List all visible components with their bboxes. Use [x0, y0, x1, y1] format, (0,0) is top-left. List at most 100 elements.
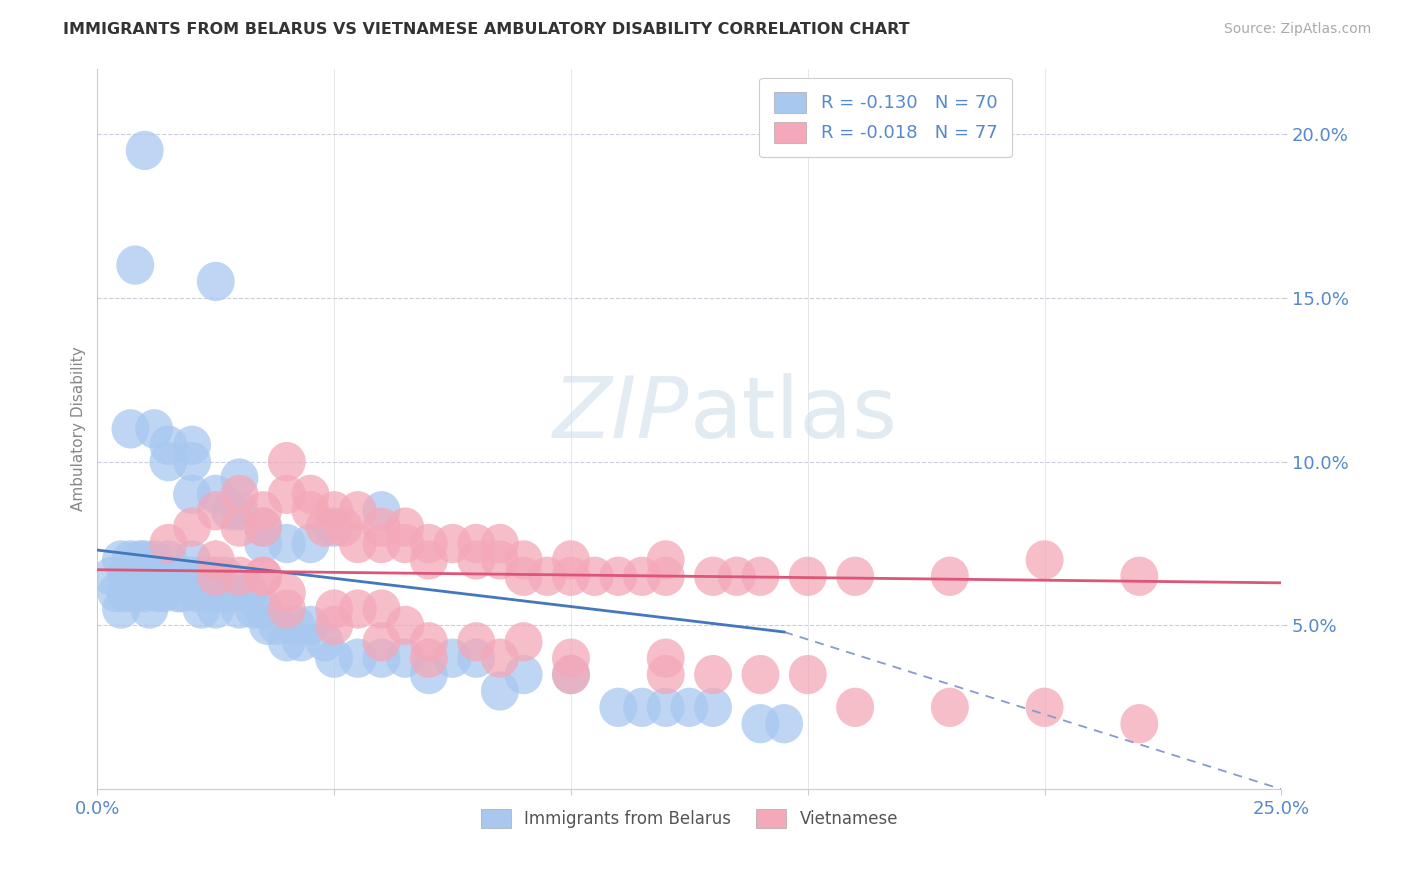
- Ellipse shape: [457, 622, 495, 662]
- Ellipse shape: [125, 131, 163, 170]
- Ellipse shape: [553, 639, 591, 678]
- Ellipse shape: [1025, 541, 1063, 580]
- Ellipse shape: [647, 541, 685, 580]
- Ellipse shape: [671, 688, 709, 727]
- Ellipse shape: [481, 639, 519, 678]
- Ellipse shape: [433, 639, 471, 678]
- Ellipse shape: [125, 573, 163, 612]
- Ellipse shape: [411, 541, 449, 580]
- Ellipse shape: [221, 557, 259, 596]
- Ellipse shape: [315, 606, 353, 645]
- Ellipse shape: [245, 508, 283, 547]
- Ellipse shape: [97, 573, 135, 612]
- Ellipse shape: [411, 622, 449, 662]
- Ellipse shape: [1025, 688, 1063, 727]
- Ellipse shape: [121, 557, 159, 596]
- Ellipse shape: [125, 541, 163, 580]
- Ellipse shape: [163, 557, 201, 596]
- Ellipse shape: [259, 606, 297, 645]
- Ellipse shape: [117, 573, 155, 612]
- Ellipse shape: [269, 524, 305, 563]
- Text: Source: ZipAtlas.com: Source: ZipAtlas.com: [1223, 22, 1371, 37]
- Ellipse shape: [837, 557, 875, 596]
- Ellipse shape: [221, 508, 259, 547]
- Ellipse shape: [121, 541, 159, 580]
- Ellipse shape: [135, 409, 173, 449]
- Ellipse shape: [269, 442, 305, 482]
- Ellipse shape: [741, 704, 779, 743]
- Ellipse shape: [149, 524, 187, 563]
- Ellipse shape: [315, 639, 353, 678]
- Ellipse shape: [305, 508, 343, 547]
- Ellipse shape: [718, 557, 755, 596]
- Ellipse shape: [481, 524, 519, 563]
- Ellipse shape: [315, 590, 353, 629]
- Ellipse shape: [149, 442, 187, 482]
- Ellipse shape: [111, 557, 149, 596]
- Ellipse shape: [197, 491, 235, 531]
- Ellipse shape: [103, 541, 141, 580]
- Ellipse shape: [623, 688, 661, 727]
- Ellipse shape: [111, 541, 149, 580]
- Ellipse shape: [235, 590, 273, 629]
- Text: atlas: atlas: [689, 373, 897, 456]
- Ellipse shape: [141, 557, 179, 596]
- Ellipse shape: [145, 557, 183, 596]
- Ellipse shape: [269, 622, 305, 662]
- Ellipse shape: [457, 524, 495, 563]
- Ellipse shape: [339, 491, 377, 531]
- Ellipse shape: [695, 655, 733, 694]
- Ellipse shape: [789, 557, 827, 596]
- Ellipse shape: [647, 688, 685, 727]
- Ellipse shape: [141, 573, 179, 612]
- Ellipse shape: [505, 622, 543, 662]
- Ellipse shape: [387, 639, 425, 678]
- Ellipse shape: [457, 639, 495, 678]
- Ellipse shape: [387, 508, 425, 547]
- Ellipse shape: [269, 590, 305, 629]
- Ellipse shape: [695, 688, 733, 727]
- Ellipse shape: [211, 573, 249, 612]
- Ellipse shape: [315, 491, 353, 531]
- Ellipse shape: [197, 475, 235, 514]
- Ellipse shape: [269, 573, 305, 612]
- Ellipse shape: [193, 573, 231, 612]
- Ellipse shape: [197, 590, 235, 629]
- Ellipse shape: [647, 639, 685, 678]
- Ellipse shape: [363, 639, 401, 678]
- Ellipse shape: [291, 606, 329, 645]
- Ellipse shape: [291, 524, 329, 563]
- Ellipse shape: [741, 655, 779, 694]
- Ellipse shape: [135, 541, 173, 580]
- Ellipse shape: [789, 655, 827, 694]
- Ellipse shape: [647, 655, 685, 694]
- Ellipse shape: [1121, 557, 1159, 596]
- Ellipse shape: [245, 491, 283, 531]
- Ellipse shape: [231, 573, 269, 612]
- Ellipse shape: [291, 491, 329, 531]
- Ellipse shape: [339, 590, 377, 629]
- Ellipse shape: [931, 688, 969, 727]
- Ellipse shape: [173, 508, 211, 547]
- Ellipse shape: [457, 541, 495, 580]
- Ellipse shape: [103, 590, 141, 629]
- Ellipse shape: [339, 524, 377, 563]
- Ellipse shape: [135, 557, 173, 596]
- Ellipse shape: [305, 622, 343, 662]
- Ellipse shape: [117, 245, 155, 285]
- Ellipse shape: [529, 557, 567, 596]
- Ellipse shape: [765, 704, 803, 743]
- Ellipse shape: [197, 557, 235, 596]
- Ellipse shape: [741, 557, 779, 596]
- Ellipse shape: [411, 524, 449, 563]
- Ellipse shape: [149, 425, 187, 465]
- Ellipse shape: [221, 491, 259, 531]
- Ellipse shape: [575, 557, 613, 596]
- Ellipse shape: [93, 557, 131, 596]
- Ellipse shape: [149, 541, 187, 580]
- Ellipse shape: [363, 491, 401, 531]
- Ellipse shape: [221, 475, 259, 514]
- Y-axis label: Ambulatory Disability: Ambulatory Disability: [72, 346, 86, 511]
- Ellipse shape: [111, 409, 149, 449]
- Ellipse shape: [173, 475, 211, 514]
